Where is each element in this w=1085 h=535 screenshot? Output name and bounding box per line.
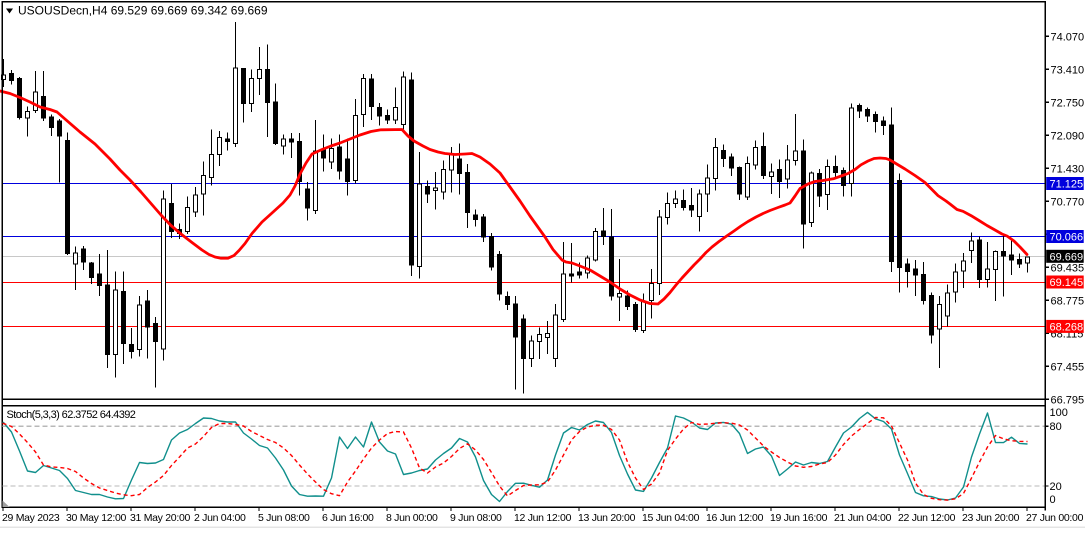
svg-text:22 Jun 12:00: 22 Jun 12:00 (898, 512, 956, 524)
svg-text:72.750: 72.750 (1051, 97, 1085, 109)
svg-text:21 Jun 04:00: 21 Jun 04:00 (834, 512, 892, 524)
svg-text:67.455: 67.455 (1051, 361, 1085, 373)
svg-text:100: 100 (1050, 407, 1068, 419)
svg-text:31 May 20:00: 31 May 20:00 (130, 512, 190, 524)
svg-text:Stoch(5,3,3) 62.3752 64.4392: Stoch(5,3,3) 62.3752 64.4392 (7, 409, 136, 421)
svg-text:0: 0 (1050, 494, 1056, 506)
svg-text:69.145: 69.145 (1050, 277, 1084, 289)
svg-text:66.795: 66.795 (1051, 394, 1085, 406)
svg-text:9 Jun 08:00: 9 Jun 08:00 (450, 512, 502, 524)
svg-text:71.125: 71.125 (1050, 179, 1084, 191)
svg-text:69.669: 69.669 (1050, 252, 1084, 264)
svg-text:69.435: 69.435 (1051, 262, 1085, 274)
svg-text:74.070: 74.070 (1051, 31, 1085, 43)
svg-text:72.090: 72.090 (1051, 130, 1085, 142)
svg-text:16 Jun 12:00: 16 Jun 12:00 (706, 512, 764, 524)
svg-text:6 Jun 16:00: 6 Jun 16:00 (322, 512, 374, 524)
svg-text:70.066: 70.066 (1050, 232, 1084, 244)
svg-text:70.770: 70.770 (1051, 196, 1085, 208)
svg-text:2 Jun 04:00: 2 Jun 04:00 (194, 512, 246, 524)
svg-text:8 Jun 00:00: 8 Jun 00:00 (386, 512, 438, 524)
svg-text:15 Jun 04:00: 15 Jun 04:00 (642, 512, 700, 524)
svg-text:29 May 2023: 29 May 2023 (2, 512, 60, 524)
svg-text:27 Jun 00:00: 27 Jun 00:00 (1026, 512, 1084, 524)
svg-text:13 Jun 20:00: 13 Jun 20:00 (578, 512, 636, 524)
svg-text:30 May 12:00: 30 May 12:00 (66, 512, 126, 524)
svg-text:USOUSDecn,H4 69.529 69.669 69: USOUSDecn,H4 69.529 69.669 69.342 69.669 (18, 4, 268, 18)
svg-text:20: 20 (1050, 481, 1062, 493)
svg-text:73.410: 73.410 (1051, 64, 1085, 76)
svg-text:80: 80 (1050, 421, 1062, 433)
svg-text:19 Jun 16:00: 19 Jun 16:00 (770, 512, 828, 524)
svg-text:68.775: 68.775 (1051, 295, 1085, 307)
svg-text:68.268: 68.268 (1050, 322, 1084, 334)
svg-text:23 Jun 20:00: 23 Jun 20:00 (962, 512, 1020, 524)
svg-text:5 Jun 08:00: 5 Jun 08:00 (258, 512, 310, 524)
svg-text:12 Jun 12:00: 12 Jun 12:00 (514, 512, 572, 524)
svg-text:71.430: 71.430 (1051, 163, 1085, 175)
